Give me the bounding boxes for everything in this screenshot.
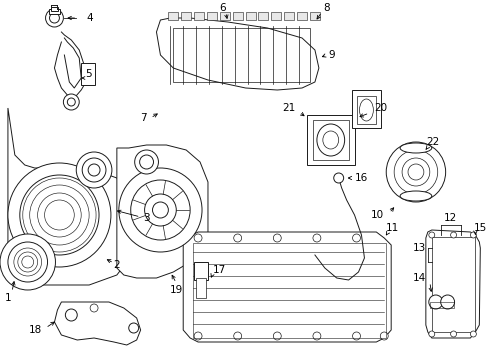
Circle shape <box>449 232 456 238</box>
Text: 9: 9 <box>328 50 335 60</box>
Text: 13: 13 <box>412 243 425 253</box>
Bar <box>194 12 203 20</box>
Bar <box>220 12 229 20</box>
Text: 15: 15 <box>472 223 486 233</box>
Circle shape <box>333 173 343 183</box>
Bar <box>271 12 281 20</box>
Circle shape <box>90 304 98 312</box>
Ellipse shape <box>316 124 344 156</box>
Circle shape <box>65 309 77 321</box>
Text: 11: 11 <box>386 223 399 233</box>
Text: 2: 2 <box>113 260 120 270</box>
Bar <box>196 278 205 298</box>
Circle shape <box>49 13 60 23</box>
Text: 17: 17 <box>212 265 226 275</box>
Circle shape <box>428 232 434 238</box>
Circle shape <box>8 242 47 282</box>
Circle shape <box>352 234 360 242</box>
Text: 10: 10 <box>370 210 384 220</box>
Bar <box>351 90 381 128</box>
Circle shape <box>194 234 202 242</box>
Text: 3: 3 <box>143 213 150 223</box>
Circle shape <box>128 323 139 333</box>
Text: 18: 18 <box>28 325 41 335</box>
Circle shape <box>140 155 153 169</box>
Circle shape <box>233 234 241 242</box>
Circle shape <box>134 150 158 174</box>
Polygon shape <box>8 108 128 285</box>
Text: 16: 16 <box>354 173 367 183</box>
Text: 4: 4 <box>86 13 93 23</box>
Circle shape <box>20 175 99 255</box>
Text: 12: 12 <box>443 213 456 223</box>
Circle shape <box>67 98 75 106</box>
Bar <box>431 237 474 332</box>
Ellipse shape <box>359 99 373 121</box>
Circle shape <box>440 295 454 309</box>
Bar <box>206 12 217 20</box>
Circle shape <box>428 331 434 337</box>
Ellipse shape <box>399 143 431 153</box>
Polygon shape <box>183 232 390 342</box>
Text: 7: 7 <box>140 113 146 123</box>
Ellipse shape <box>322 131 338 149</box>
Circle shape <box>380 332 387 340</box>
Circle shape <box>130 180 190 240</box>
Bar <box>258 12 268 20</box>
Circle shape <box>63 94 79 110</box>
Bar <box>48 9 61 14</box>
Circle shape <box>273 234 281 242</box>
Ellipse shape <box>399 191 431 201</box>
Circle shape <box>233 332 241 340</box>
Bar <box>312 120 348 160</box>
Bar <box>168 12 178 20</box>
Bar <box>245 12 255 20</box>
Circle shape <box>0 234 55 290</box>
Bar <box>194 262 207 280</box>
Bar <box>429 302 453 308</box>
Circle shape <box>88 164 100 176</box>
Bar <box>81 63 95 85</box>
Text: 14: 14 <box>412 273 425 283</box>
Bar <box>181 12 191 20</box>
Circle shape <box>386 142 445 202</box>
Bar <box>306 115 354 165</box>
Circle shape <box>45 9 63 27</box>
Circle shape <box>119 168 202 252</box>
Circle shape <box>428 295 442 309</box>
Text: 5: 5 <box>84 69 91 79</box>
Circle shape <box>469 331 475 337</box>
Circle shape <box>449 331 456 337</box>
Polygon shape <box>425 230 479 338</box>
Text: 19: 19 <box>169 285 183 295</box>
Circle shape <box>8 163 111 267</box>
Bar <box>356 96 376 124</box>
Polygon shape <box>54 302 141 345</box>
Circle shape <box>352 332 360 340</box>
Text: 22: 22 <box>425 137 438 147</box>
Circle shape <box>194 332 202 340</box>
Text: 21: 21 <box>281 103 295 113</box>
Bar <box>193 243 386 338</box>
Text: 8: 8 <box>323 3 329 13</box>
Circle shape <box>273 332 281 340</box>
Bar <box>297 12 306 20</box>
Circle shape <box>82 158 106 182</box>
Bar <box>309 12 319 20</box>
Text: 1: 1 <box>4 293 11 303</box>
Circle shape <box>76 152 112 188</box>
Polygon shape <box>117 145 207 278</box>
Circle shape <box>469 232 475 238</box>
Circle shape <box>152 202 168 218</box>
Circle shape <box>312 234 320 242</box>
Text: 6: 6 <box>219 3 225 13</box>
Circle shape <box>144 194 176 226</box>
Text: 20: 20 <box>374 103 386 113</box>
Polygon shape <box>156 18 318 90</box>
Bar <box>173 28 309 82</box>
Bar <box>284 12 293 20</box>
Circle shape <box>312 332 320 340</box>
Bar <box>50 7 58 11</box>
Bar <box>232 12 242 20</box>
